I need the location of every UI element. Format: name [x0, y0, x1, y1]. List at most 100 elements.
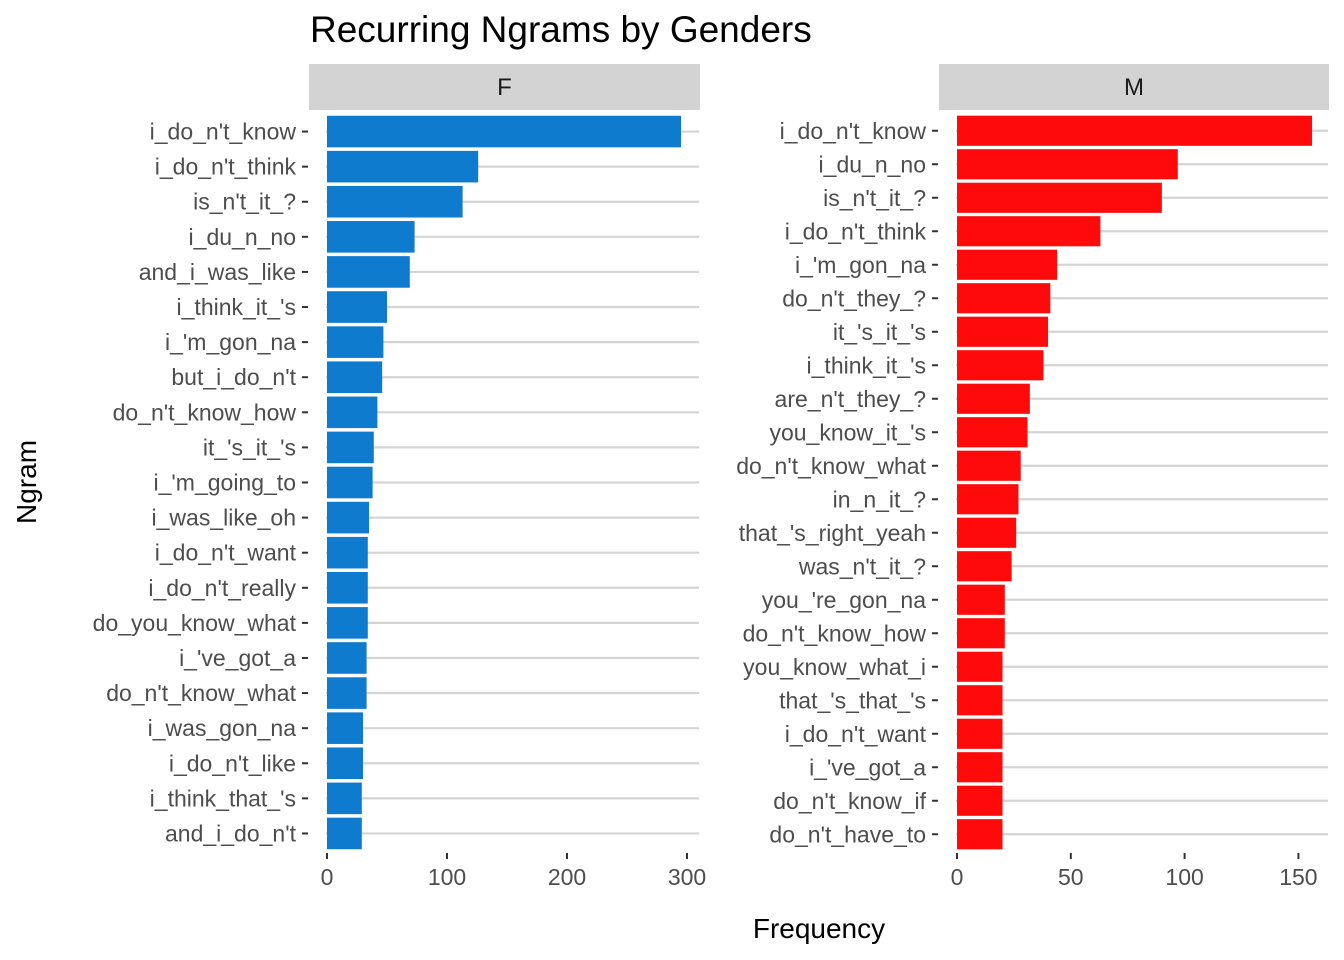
bar [957, 450, 1021, 481]
y-tick-label: i_du_n_no [819, 151, 926, 177]
bar [957, 785, 1003, 816]
bar [327, 817, 362, 850]
bar [957, 316, 1049, 347]
bar [957, 618, 1005, 649]
bar [327, 607, 368, 639]
y-tick-label: i_do_n't_want [155, 540, 297, 566]
x-tick-label: 0 [951, 864, 964, 890]
y-tick-label: i_was_gon_na [148, 715, 297, 741]
bar [957, 216, 1101, 247]
bar [327, 431, 374, 464]
y-tick-label: do_n't_know_what [736, 453, 926, 479]
y-tick-label: i_was_like_oh [152, 505, 296, 531]
y-tick-label: do_n't_know_how [743, 620, 927, 646]
y-tick-label: and_i_do_n't [165, 820, 297, 846]
y-tick-label: i_'m_gon_na [795, 252, 926, 278]
bar [957, 752, 1003, 783]
y-tick-label: i_'ve_got_a [809, 754, 926, 780]
panel-f: Fi_do_n't_know i_do_n't_think is_n't_it_?i… [93, 64, 706, 890]
y-axis-title: Ngram [11, 440, 42, 524]
bar [327, 361, 383, 394]
y-tick-label: do_n't_know_how [113, 399, 297, 425]
bar [957, 417, 1028, 448]
y-tick-label: i_do_n't_know [150, 119, 297, 145]
x-tick-label: 100 [428, 864, 466, 890]
bar [327, 185, 463, 218]
y-tick-label: are_n't_they_? [775, 386, 926, 412]
y-tick-label: you_know_what_i [743, 654, 926, 680]
x-tick-label: 100 [1165, 864, 1203, 890]
y-tick-label: and_i_was_like [139, 259, 296, 285]
strip-m [939, 64, 1329, 110]
bar [327, 782, 362, 815]
strip-f [309, 64, 700, 110]
bar [957, 651, 1003, 682]
bar [327, 326, 384, 358]
y-tick-label: it_'s_it_'s [833, 319, 926, 345]
y-tick-label: do_you_know_what [93, 610, 297, 636]
y-tick-label: i_do_n't_know [780, 118, 927, 144]
bar [957, 551, 1012, 582]
y-tick-label: was_n't_it_? [798, 553, 926, 579]
panel-m: Mi_do_n't_know i_du_n_no is_n't_it_? i_do_n… [736, 64, 1329, 890]
y-tick-label: but_i_do_n't [171, 364, 296, 390]
bar [327, 150, 479, 183]
facet-panels: Fi_do_n't_knowi_do_n't_thinkis_n't_it_?i… [93, 64, 1329, 890]
bar [327, 571, 368, 604]
bar [327, 466, 373, 499]
bar [957, 718, 1003, 749]
x-tick-label: 200 [548, 864, 586, 890]
y-tick-label: in_n_it_? [833, 486, 926, 512]
bar [957, 383, 1030, 414]
y-tick-label: i_do_n't_want [785, 721, 927, 747]
bar [957, 149, 1178, 180]
bar [957, 283, 1051, 314]
y-tick-label: you_'re_gon_na [762, 587, 926, 613]
bar [327, 501, 369, 534]
chart-title: Recurring Ngrams by Genders [310, 9, 812, 50]
y-tick-label: i_do_n't_think [785, 218, 927, 244]
bar [957, 249, 1058, 280]
x-axis-title: Frequency [753, 913, 885, 944]
y-tick-label: do_n't_have_to [769, 821, 926, 847]
y-tick-label: is_n't_it_? [823, 185, 926, 211]
y-tick-label: you_know_it_'s [769, 419, 926, 445]
bar [327, 115, 681, 148]
bar [327, 642, 367, 674]
bar [327, 712, 363, 744]
y-tick-label: i_du_n_no [189, 224, 296, 250]
y-tick-label: i_do_n't_like [169, 750, 296, 776]
bar [957, 584, 1005, 615]
y-tick-label: do_n't_know_what [106, 680, 296, 706]
y-tick-label: i_think_it_'s [177, 294, 296, 320]
bar [957, 484, 1019, 515]
x-tick-label: 50 [1058, 864, 1084, 890]
strip-label-f: F [497, 74, 512, 101]
y-tick-label: i_think_that_'s [150, 785, 296, 811]
bar [327, 536, 368, 569]
bar [327, 396, 378, 429]
bar [957, 182, 1162, 213]
y-tick-label: is_n't_it_? [193, 189, 296, 215]
bar [327, 677, 367, 709]
bar [957, 350, 1044, 381]
strip-label-m: M [1124, 74, 1144, 101]
y-tick-label: i_think_it_'s [807, 352, 926, 378]
x-tick-label: 150 [1279, 864, 1317, 890]
y-tick-label: i_'ve_got_a [179, 645, 296, 671]
bar [327, 256, 410, 288]
y-tick-label: it_'s_it_'s [203, 434, 296, 460]
bar [957, 517, 1017, 548]
y-tick-label: do_n't_know_if [773, 788, 926, 814]
bar [327, 221, 415, 253]
y-tick-label: i_'m_going_to [154, 470, 297, 496]
y-tick-label: that_'s_right_yeah [739, 520, 926, 546]
bar [327, 291, 387, 323]
bar [957, 115, 1313, 146]
bar [957, 819, 1003, 850]
bar [327, 747, 363, 780]
y-tick-label: that_'s_that_'s [779, 687, 926, 713]
y-tick-label: i_do_n't_think [155, 154, 297, 180]
y-tick-label: i_do_n't_really [148, 575, 296, 601]
